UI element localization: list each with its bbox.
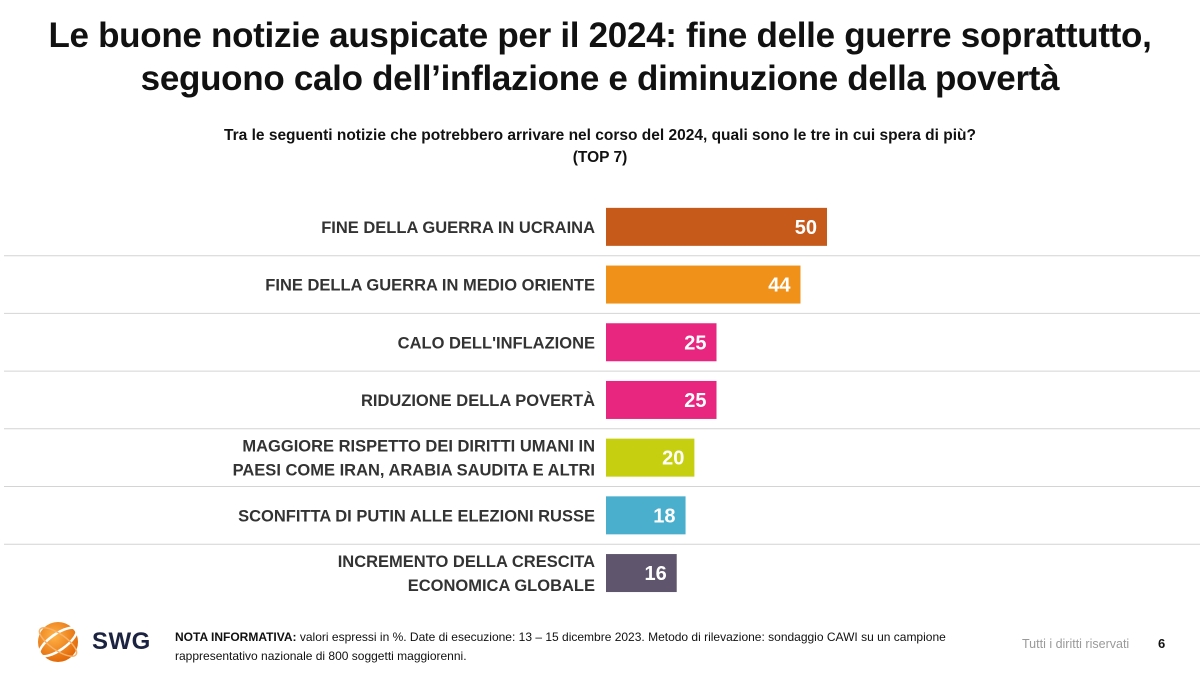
category-label: FINE DELLA GUERRA IN MEDIO ORIENTE <box>265 277 595 295</box>
data-label: 18 <box>653 505 675 527</box>
bar <box>606 496 686 535</box>
title-line-1: Le buone notizie auspicate per il 2024: … <box>48 16 1152 55</box>
top-label: (TOP 7) <box>572 149 628 166</box>
data-label: 25 <box>684 390 706 412</box>
bar <box>606 380 717 419</box>
footnote-text: valori espressi in %. Date di esecuzione… <box>175 630 946 663</box>
data-label: 25 <box>684 332 706 354</box>
data-label: 50 <box>795 217 817 239</box>
rights-text: Tutti i diritti riservati <box>1022 637 1130 651</box>
category-label: FINE DELLA GUERRA IN UCRAINA <box>321 219 595 237</box>
footnote: NOTA INFORMATIVA: valori espressi in %. … <box>175 628 975 666</box>
category-label: PAESI COME IRAN, ARABIA SAUDITA E ALTRI <box>233 462 595 480</box>
category-label: INCREMENTO DELLA CRESCITA <box>338 553 595 571</box>
category-label: MAGGIORE RISPETTO DEI DIRITTI UMANI IN <box>242 438 595 456</box>
chart-subtitle: Tra le seguenti notizie che potrebbero a… <box>0 125 1200 169</box>
page-number: 6 <box>1158 636 1166 651</box>
bar <box>606 265 801 304</box>
bar <box>606 207 827 246</box>
category-label: RIDUZIONE DELLA POVERTÀ <box>361 391 595 410</box>
category-label: CALO DELL'INFLAZIONE <box>398 334 595 352</box>
category-label: SCONFITTA DI PUTIN ALLE ELEZIONI RUSSE <box>238 507 595 525</box>
bar-chart: 50 FINE DELLA GUERRA IN UCRAINA 44 FINE DEL… <box>4 207 1200 595</box>
swg-logo-icon <box>38 622 78 662</box>
page-title: Le buone notizie auspicate per il 2024: … <box>0 14 1200 100</box>
data-label: 44 <box>768 275 791 297</box>
data-label: 16 <box>644 563 666 585</box>
title-line-2: seguono calo dell’inflazione e diminuzio… <box>140 59 1060 98</box>
footnote-label: NOTA INFORMATIVA: <box>175 630 297 644</box>
bar <box>606 554 677 593</box>
data-label: 20 <box>662 448 684 470</box>
bar <box>606 323 717 362</box>
question-text: Tra le seguenti notizie che potrebbero a… <box>224 127 976 144</box>
logo-text: SWG <box>92 628 151 655</box>
bar <box>606 438 695 477</box>
category-label: ECONOMICA GLOBALE <box>408 577 595 595</box>
